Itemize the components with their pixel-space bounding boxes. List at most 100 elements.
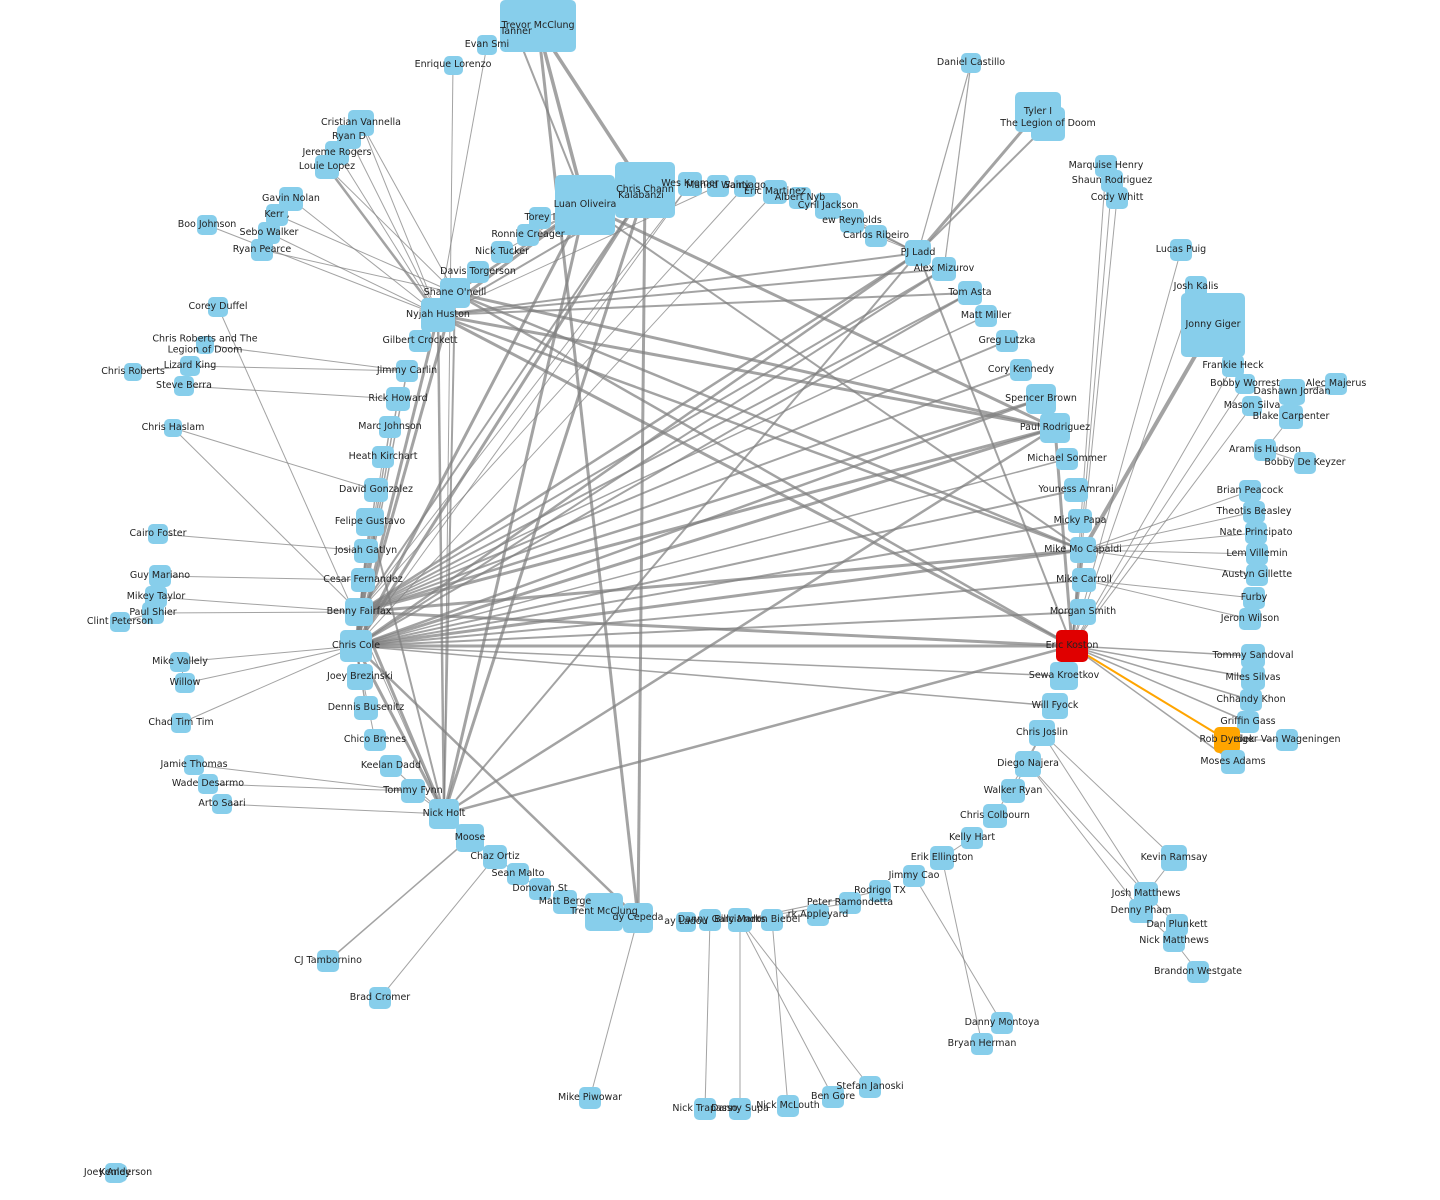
graph-node-joey-brezinski[interactable] [347, 664, 373, 690]
graph-node-louie-lopez[interactable] [315, 155, 339, 179]
graph-node-bobby-worrest[interactable] [1235, 374, 1255, 394]
graph-node-joey-anderson[interactable] [109, 1164, 127, 1182]
graph-node-stefan-janoski[interactable] [859, 1076, 881, 1098]
graph-node-nick-trapasso[interactable] [694, 1098, 716, 1120]
graph-node-mike-mo-capaldi[interactable] [1070, 537, 1096, 563]
graph-node-shaun-rodriguez[interactable] [1101, 170, 1123, 192]
graph-node-mike-vallely[interactable] [170, 652, 190, 672]
graph-node-marc-johnson[interactable] [379, 416, 401, 438]
graph-node-moose[interactable] [456, 824, 484, 852]
graph-node-eric-koston[interactable] [1056, 630, 1088, 662]
graph-node-keelan-dadd[interactable] [380, 755, 402, 777]
graph-node-theotis-beasley[interactable] [1243, 501, 1265, 523]
graph-node-pj-ladd[interactable] [905, 240, 931, 266]
graph-node-jeron-wilson[interactable] [1239, 608, 1261, 630]
graph-node-guy-ladou[interactable] [676, 912, 696, 932]
graph-node-rick-howard[interactable] [386, 387, 410, 411]
graph-node-dashawn-jordan[interactable] [1279, 379, 1305, 405]
graph-node-michael-sommer[interactable] [1056, 448, 1078, 470]
graph-node-brian-peacock[interactable] [1239, 480, 1261, 502]
graph-node-rodrigo-tx[interactable] [869, 880, 891, 902]
graph-node-danny-montoya[interactable] [991, 1012, 1013, 1034]
graph-node-ryan-pearce[interactable] [251, 239, 273, 261]
graph-node-enrique-lorenzo[interactable] [443, 55, 463, 75]
graph-node-jonny-giger[interactable] [1181, 293, 1245, 357]
graph-node-denny-pham[interactable] [1129, 899, 1153, 923]
graph-node-chris-haslam[interactable] [164, 419, 182, 437]
graph-node-kevin-ramsay[interactable] [1161, 845, 1187, 871]
graph-node-cory-kennedy[interactable] [1010, 359, 1032, 381]
graph-node-corey-duffel[interactable] [208, 297, 228, 317]
graph-node-david-gonzalez[interactable] [364, 478, 388, 502]
graph-node-spencer-brown[interactable] [1026, 384, 1056, 414]
graph-node-cyril-jackson[interactable] [815, 193, 841, 219]
graph-node-miles-silvas[interactable] [1241, 666, 1265, 690]
graph-node-paul-rodriguez[interactable] [1040, 413, 1070, 443]
graph-node-griffin-gass[interactable] [1237, 711, 1259, 733]
graph-node-chris-roberts-legion[interactable] [196, 336, 214, 354]
graph-node-brad-cromer[interactable] [369, 987, 391, 1009]
graph-node-nick-mclouth[interactable] [777, 1095, 799, 1117]
graph-node-danny-supa[interactable] [729, 1098, 751, 1120]
graph-node-mike-carroll[interactable] [1072, 568, 1096, 592]
graph-node-blake-carpenter[interactable] [1279, 405, 1303, 429]
graph-node-ben-gore[interactable] [822, 1086, 844, 1108]
graph-node-greg-lutzka[interactable] [996, 330, 1018, 352]
graph-node-steve-berra[interactable] [174, 376, 194, 396]
graph-node-andrew-reynolds[interactable] [840, 209, 864, 233]
graph-node-nick-tucker[interactable] [491, 241, 513, 263]
graph-node-tommy-fynn[interactable] [401, 779, 425, 803]
graph-node-brandon-biebel[interactable] [761, 909, 783, 931]
graph-node-benny-fairfax[interactable] [345, 598, 373, 626]
graph-node-matt-berger[interactable] [553, 890, 577, 914]
graph-node-moses-adams[interactable] [1221, 750, 1245, 774]
graph-node-paul-shier[interactable] [142, 602, 164, 624]
graph-node-mike-piwowar[interactable] [579, 1087, 601, 1109]
graph-node-davis-torgerson[interactable] [467, 261, 489, 283]
graph-node-frankie-heck[interactable] [1222, 355, 1244, 377]
graph-node-nick-matthews[interactable] [1163, 930, 1185, 952]
graph-node-billy-marks[interactable] [728, 908, 752, 932]
graph-node-youness-amrani[interactable] [1064, 478, 1088, 502]
graph-node-wade-desarmo[interactable] [198, 774, 218, 794]
graph-node-mason-silva[interactable] [1242, 396, 1262, 416]
graph-node-torey[interactable] [529, 207, 551, 229]
graph-node-clint-peterson[interactable] [110, 612, 130, 632]
graph-node-chaz-ortiz[interactable] [483, 845, 507, 869]
graph-node-brandon-westgate[interactable] [1187, 961, 1209, 983]
graph-node-alex-mizurov[interactable] [932, 257, 956, 281]
graph-node-heath-kirchart[interactable] [372, 446, 394, 468]
graph-node-carlos-ribeiro[interactable] [865, 225, 887, 247]
graph-node-peter-ramondetta[interactable] [839, 892, 861, 914]
graph-node-kalabanzi[interactable] [621, 176, 661, 216]
graph-node-gilbert-crockett[interactable] [409, 330, 431, 352]
graph-node-furby[interactable] [1243, 587, 1265, 609]
graph-node-legion-of-doom[interactable] [1031, 107, 1065, 141]
graph-node-wes-kremer[interactable] [678, 172, 702, 196]
graph-node-aramis-hudson[interactable] [1254, 439, 1276, 461]
graph-node-kerry[interactable] [266, 204, 288, 226]
graph-node-cody-whitt[interactable] [1106, 187, 1128, 209]
graph-node-morgan-smith[interactable] [1070, 599, 1096, 625]
graph-node-nyjah-huston[interactable] [421, 298, 455, 332]
graph-node-cody-cepeda[interactable] [623, 903, 653, 933]
graph-node-sewa-kroetkov[interactable] [1050, 662, 1078, 690]
graph-node-lem-villemin[interactable] [1246, 543, 1268, 565]
graph-node-micky-papa[interactable] [1068, 509, 1092, 533]
graph-node-mark-appleyard[interactable] [807, 904, 829, 926]
graph-node-cairo-foster[interactable] [148, 524, 168, 544]
graph-node-kelly-hart[interactable] [961, 827, 983, 849]
graph-node-chico-brenes[interactable] [364, 729, 386, 751]
graph-node-cj-tambornino[interactable] [317, 950, 339, 972]
graph-node-josiah-gatlyn[interactable] [354, 539, 378, 563]
graph-node-daniel-castillo[interactable] [961, 53, 981, 73]
graph-node-dennis-busenitz[interactable] [354, 696, 378, 720]
graph-node-lucas-puig[interactable] [1170, 239, 1192, 261]
graph-node-rob-dyrdek[interactable] [1214, 727, 1240, 753]
graph-node-sebo-walker[interactable] [258, 222, 280, 244]
graph-node-lizard-king[interactable] [180, 356, 200, 376]
graph-node-chris-cole[interactable] [340, 630, 372, 662]
graph-node-walker-ryan[interactable] [1001, 779, 1025, 803]
graph-node-luan-oliveira[interactable] [555, 175, 615, 235]
graph-node-arto-saari[interactable] [212, 794, 232, 814]
